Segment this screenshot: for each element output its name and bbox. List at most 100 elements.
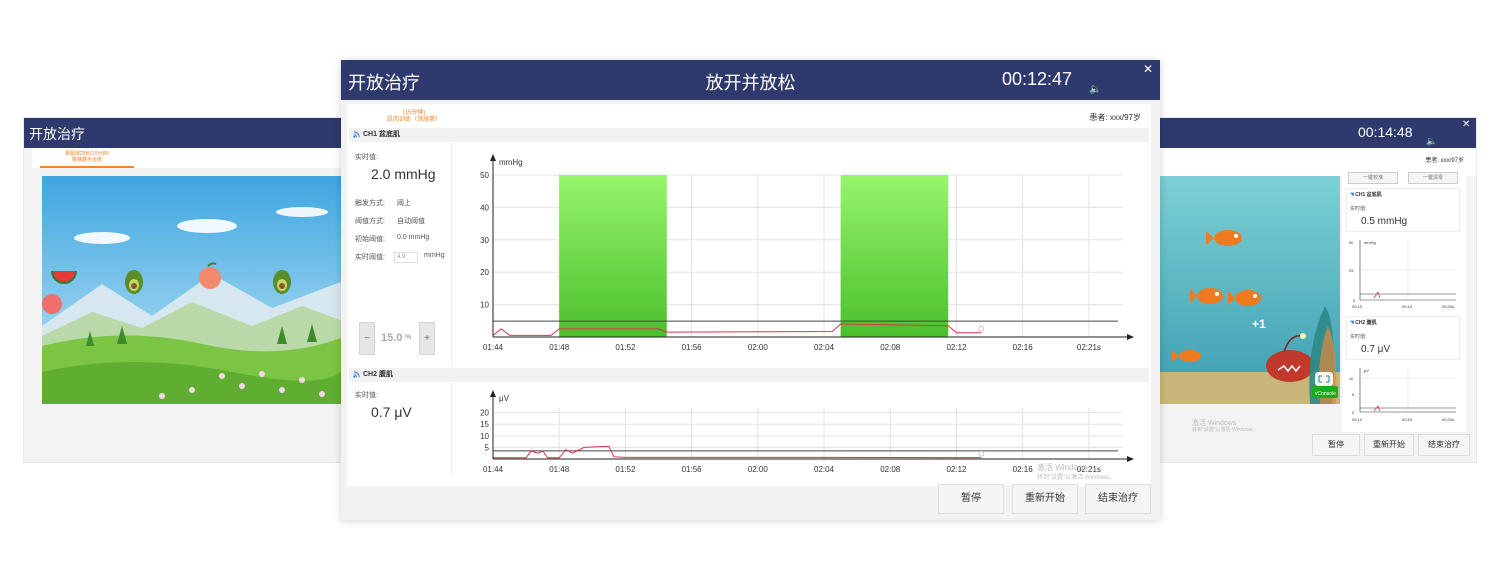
svg-text:5: 5 — [1352, 392, 1355, 397]
x-tick-label: 02:21s — [1077, 465, 1101, 474]
main-timer: 00:12:47 — [1002, 69, 1073, 89]
y-tick-label: 40 — [480, 203, 489, 212]
right-pause-button[interactable]: 暂停 — [1312, 434, 1360, 456]
speaker-icon[interactable]: 🔈 — [1426, 136, 1438, 146]
y-tick-label: 10 — [480, 301, 489, 310]
main-app-title: 开放治疗 — [348, 73, 420, 93]
x-tick-label: 01:56 — [682, 465, 703, 474]
y-tick-label: 10 — [480, 432, 489, 441]
stepper-minus-button[interactable]: − — [359, 322, 375, 355]
y-axis-unit: μV — [499, 394, 510, 403]
end-treatment-button[interactable]: 结束治疗 — [1085, 484, 1151, 514]
ch1-threshold-unit: mmHg — [424, 252, 445, 259]
ch1-realtime-label: 实时值: — [355, 154, 378, 161]
svg-text:00:20s: 00:20s — [1442, 304, 1454, 309]
ch1-trigger-value: 阈上 — [397, 200, 411, 207]
right-side-panel: 一键校准 一键清零 ◥ CH1 盆底肌 实时值: 0.5 mmHg mmHg 5… — [1342, 170, 1466, 432]
main-window: 开放治疗 放开并放松 00:12:47 🔈 ✕ (15分钟) 肌肉训练（领施第）… — [341, 60, 1160, 520]
signal-icon: ◥ — [1350, 192, 1354, 198]
main-body: (15分钟) 肌肉训练（领施第） 患者: xxx/97岁 CH1 盆底肌 实时值… — [347, 104, 1151, 486]
ch1-title: CH1 盆底肌 — [363, 131, 400, 138]
x-tick-label: 01:44 — [483, 465, 504, 474]
ch2-title: CH2 腹肌 — [363, 371, 393, 378]
target-block — [559, 175, 667, 337]
ch2-info-panel: 实时值: 0.7 μV — [349, 382, 449, 476]
left-tab-line1: 录图课28秒(15分钟) — [64, 151, 110, 157]
right-ch2-title: CH2 腹肌 — [1355, 320, 1377, 326]
right-ch1-title: CH1 盆底肌 — [1355, 192, 1382, 198]
svg-text:00:10: 00:10 — [1352, 417, 1363, 422]
left-window: 开放治疗 录图课28秒(15分钟) 躯峰趣手运练 — [24, 118, 346, 462]
ch1-info-panel: 实时值: 2.0 mmHg 触发方式: 阈上 阈值方式: 自动阈值 初始阈值: … — [349, 142, 449, 366]
right-restart-button[interactable]: 重新开始 — [1364, 434, 1414, 456]
right-ch1-card: ◥ CH1 盆底肌 实时值: 0.5 mmHg — [1346, 188, 1460, 232]
y-axis-arrow — [490, 154, 496, 161]
main-titlebar: 开放治疗 放开并放松 00:12:47 🔈 ✕ — [341, 60, 1160, 100]
x-axis-arrow — [1127, 334, 1134, 340]
x-tick-label: 01:52 — [615, 465, 636, 474]
main-watermark-line1: 激活 Windows — [1037, 463, 1088, 472]
stepper-plus-button[interactable]: + — [419, 322, 435, 355]
fruit-game-scene[interactable] — [42, 176, 346, 404]
close-icon[interactable]: ✕ — [1462, 119, 1471, 130]
signal-icon: ◥ — [1350, 320, 1354, 326]
x-tick-label: 01:48 — [549, 465, 570, 474]
right-end-button[interactable]: 结束治疗 — [1418, 434, 1470, 456]
svg-text:00:20s: 00:20s — [1442, 417, 1454, 422]
ch2-realtime-label: 实时值: — [355, 392, 378, 399]
ch1-initial-threshold-value: 0.0 mmHg — [397, 234, 430, 241]
x-tick-label: 02:08 — [880, 465, 901, 474]
ch1-threshold-mode-value: 自动阈值 — [397, 218, 425, 225]
x-tick-label: 02:16 — [1013, 465, 1034, 474]
calibrate-button[interactable]: 一键校准 — [1348, 172, 1398, 184]
stepper-value: 15.0 — [381, 332, 403, 344]
x-tick-label: 01:48 — [549, 343, 570, 352]
fish-icon — [1206, 230, 1242, 246]
x-tick-label: 02:16 — [1013, 343, 1034, 352]
tab-muscle-training[interactable]: (15分钟) 肌肉训练（领施第） — [350, 106, 478, 130]
series-line — [493, 445, 982, 459]
x-tick-label: 02:04 — [814, 465, 835, 474]
pause-button[interactable]: 暂停 — [938, 484, 1004, 514]
left-tab-line2: 躯峰趣手运练 — [71, 157, 102, 163]
fish-icon — [1190, 288, 1261, 306]
right-ch1-label: 实时值: — [1350, 206, 1367, 212]
fish-icon — [1172, 350, 1201, 362]
restart-button[interactable]: 重新开始 — [1012, 484, 1078, 514]
ch1-realtime-threshold-label: 实时阈值: — [355, 254, 385, 261]
speaker-icon[interactable]: 🔈 — [1089, 84, 1102, 95]
avocado-icon — [125, 270, 143, 294]
svg-text:0: 0 — [1352, 410, 1355, 415]
close-icon[interactable]: ✕ — [1143, 62, 1154, 76]
watermelon-icon — [51, 270, 77, 284]
peach-icon — [199, 262, 221, 289]
ch1-trigger-label: 触发方式: — [355, 200, 385, 207]
main-tab-line2: 肌肉训练（领施第） — [386, 117, 441, 123]
left-tab-training[interactable]: 录图课28秒(15分钟) 躯峰趣手运练 — [40, 151, 134, 168]
x-tick-label: 01:56 — [682, 343, 703, 352]
ch2-chart: 5 10 15 20 μV 01:44 01:48 01:52 01:56 02:00 02:04 0… — [451, 382, 1149, 476]
y-tick-label: 20 — [480, 409, 489, 418]
fish-game-scene[interactable]: +1 vConsole — [1160, 176, 1340, 404]
right-ch2-mini-chart: μV 10 5 0 00:10 00:15 00:20s — [1346, 364, 1460, 426]
series-line — [492, 323, 982, 336]
svg-text:50: 50 — [1349, 240, 1354, 245]
x-tick-label: 02:04 — [814, 343, 835, 352]
ch1-threshold-mode-label: 阈值方式: — [355, 218, 385, 225]
main-watermark-line2: 转到"设置"以激活 Windows。 — [1037, 475, 1116, 481]
angler-fish-icon — [1266, 333, 1314, 382]
cursor-marker — [978, 450, 985, 457]
ch1-threshold-input[interactable]: 4.9 — [394, 252, 418, 263]
y-tick-label: 30 — [480, 236, 489, 245]
svg-text:10: 10 — [1349, 376, 1354, 381]
x-tick-label: 02:21s — [1077, 343, 1101, 352]
fullscreen-icon — [1315, 372, 1333, 386]
ch1-initial-threshold-label: 初始阈值: — [355, 236, 385, 243]
right-ch1-value: 0.5 mmHg — [1361, 216, 1408, 227]
zero-button[interactable]: 一键清零 — [1408, 172, 1458, 184]
svg-text:00:15: 00:15 — [1402, 304, 1413, 309]
right-ch1-mini-chart: mmHg 50 25 0 00:10 00:15 00:20s — [1346, 236, 1460, 312]
main-patient-info: 患者: xxx/97岁 — [1089, 113, 1141, 122]
x-axis-arrow — [1127, 456, 1134, 462]
left-app-title: 开放治疗 — [29, 126, 85, 142]
